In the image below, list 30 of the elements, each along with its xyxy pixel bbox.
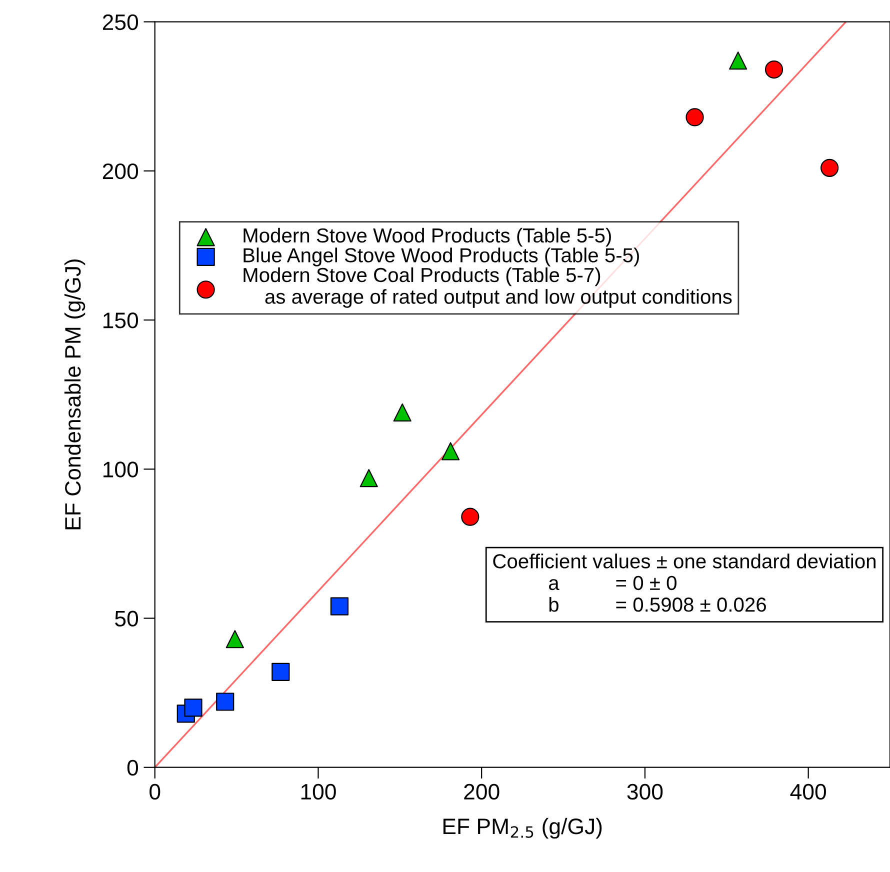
- y-axis-title: EF Condensable PM (g/GJ): [64, 259, 86, 530]
- y-tick-label: 50: [115, 610, 138, 627]
- y-tick-label: 200: [102, 163, 138, 180]
- point: [184, 698, 202, 717]
- point: [360, 469, 378, 488]
- y-tick-label: 250: [102, 14, 138, 30]
- point: [393, 403, 412, 422]
- x-tick-label: 300: [627, 784, 663, 800]
- legend-label: Modern Stove Wood Products (Table 5-5): [244, 228, 611, 247]
- x-tick-label: 0: [150, 784, 160, 800]
- y-tick-label: 0: [127, 760, 138, 776]
- point: [216, 692, 234, 711]
- y-tick-label: 150: [104, 312, 138, 328]
- annotation: Coefficient values ± one standard deviation a = 0 ± 0 b = 0.5908 ± 0.026: [493, 554, 876, 612]
- point: [441, 442, 460, 460]
- point: [820, 158, 839, 177]
- legend-label: Blue Angel Stove Wood Products (Table 5-5): [244, 248, 639, 266]
- point: [226, 630, 244, 648]
- point: [272, 662, 290, 681]
- x-tick-label: 400: [790, 784, 826, 800]
- point: [330, 597, 349, 616]
- x-tick-label: 100: [301, 784, 336, 800]
- y-tick-label: 100: [104, 462, 138, 478]
- point: [729, 52, 748, 70]
- point: [686, 108, 704, 126]
- x-tick-label: 200: [464, 784, 500, 800]
- x-axis-title: EF PM$_{2.5}$ (g/GJ): [443, 818, 602, 839]
- point: [461, 508, 480, 526]
- legend-label: Modern Stove Coal Products (Table 5-7) as average of rated output and low output conditions: [244, 267, 732, 308]
- point: [764, 60, 784, 79]
